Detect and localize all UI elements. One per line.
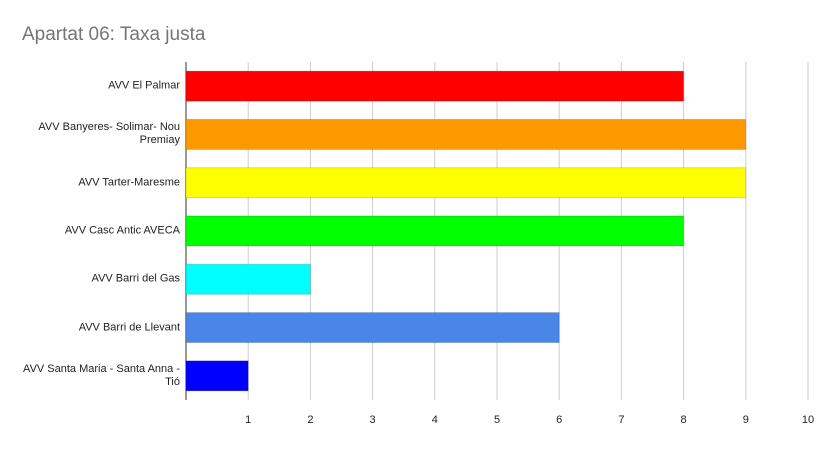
y-tick-label: AVV Santa Maria - Santa Anna - Tió [23, 362, 180, 388]
y-tick-label: AVV Tarter-Maresme [78, 176, 180, 189]
x-tick-label: 3 [370, 414, 376, 426]
bar [185, 70, 685, 102]
x-tick-label: 7 [618, 414, 624, 426]
chart-title: Apartat 06: Taxa justa [22, 24, 206, 45]
x-tick-label: 2 [307, 414, 313, 426]
y-tick-label: AVV Barri de Llevant [78, 321, 180, 334]
x-tick-label: 1 [245, 414, 251, 426]
x-tick-label: 9 [743, 414, 749, 426]
bar [185, 215, 685, 247]
x-tick-label: 5 [494, 414, 500, 426]
bar [185, 312, 560, 344]
bar [185, 118, 747, 150]
x-tick-label: 8 [681, 414, 687, 426]
x-tick-label: 10 [802, 414, 814, 426]
bar [185, 167, 747, 199]
x-tick-label: 4 [432, 414, 438, 426]
y-tick-label: AVV Barri del Gas [91, 272, 180, 285]
y-tick-label: AVV El Palmar [108, 79, 180, 92]
y-tick-label: AVV Banyeres- Solimar- Nou Premiay [38, 121, 180, 147]
y-tick-label: AVV Casc Antic AVECA [64, 224, 180, 237]
bar [185, 360, 249, 392]
bar [185, 263, 311, 295]
x-tick-label: 6 [556, 414, 562, 426]
